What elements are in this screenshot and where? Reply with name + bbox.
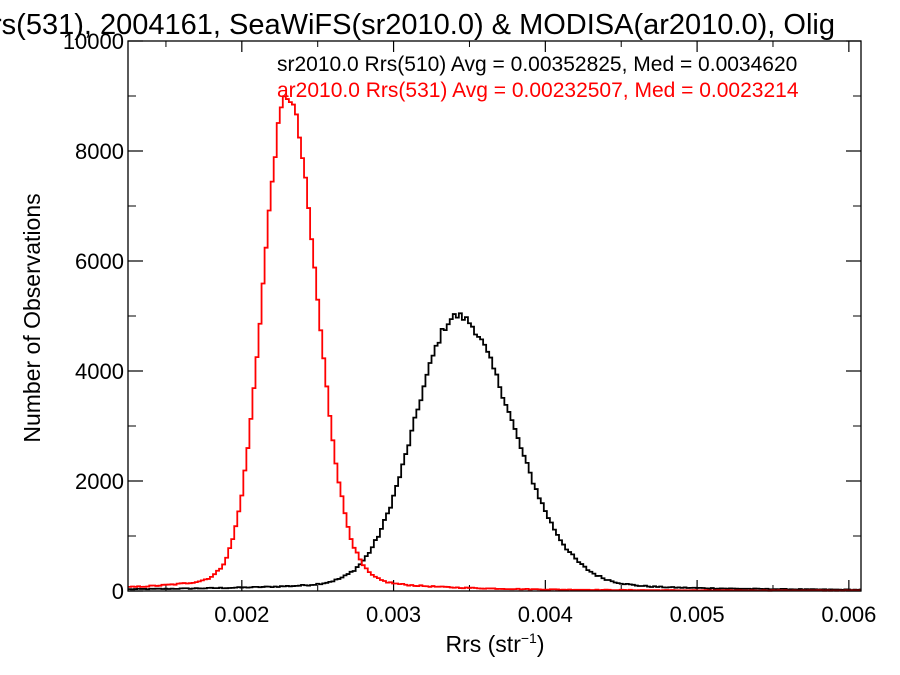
legend-entry-black: sr2010.0 Rrs(510) Avg = 0.00352825, Med … xyxy=(277,53,797,76)
x-axis-label-superscript: −1 xyxy=(521,630,537,646)
chart-title: rs(531), 2004161, SeaWiFS(sr2010.0) & MO… xyxy=(0,9,835,41)
x-tick-label: 0.003 xyxy=(366,602,421,627)
series-group xyxy=(128,95,861,592)
y-tick-label: 2000 xyxy=(75,469,124,494)
y-tick-label: 4000 xyxy=(75,359,124,384)
y-tick-label: 8000 xyxy=(75,139,124,164)
y-axis-label: Number of Observations xyxy=(19,193,45,442)
x-tick-label: 0.004 xyxy=(518,602,573,627)
x-tick-label: 0.002 xyxy=(214,602,269,627)
y-tick-label: 6000 xyxy=(75,249,124,274)
series-line-rrs531 xyxy=(128,95,861,592)
x-axis-label-close: ) xyxy=(537,631,545,657)
x-axis-label-main: Rrs (str xyxy=(445,631,521,657)
axis-ticks: 0.002 0.003 0.004 0.005 0.006 0 2000 4000 6000 80… xyxy=(63,29,877,627)
x-tick-label: 0.005 xyxy=(670,602,725,627)
plot-frame xyxy=(127,40,862,592)
series-line-rrs510 xyxy=(128,312,861,591)
legend-entry-red: ar2010.0 Rrs(531) Avg = 0.00232507, Med … xyxy=(277,79,799,102)
y-tick-label: 0 xyxy=(112,579,124,604)
x-axis-label: Rrs (str−1) xyxy=(445,630,544,657)
x-tick-label: 0.006 xyxy=(821,602,876,627)
y-tick-label: 10000 xyxy=(63,29,124,54)
